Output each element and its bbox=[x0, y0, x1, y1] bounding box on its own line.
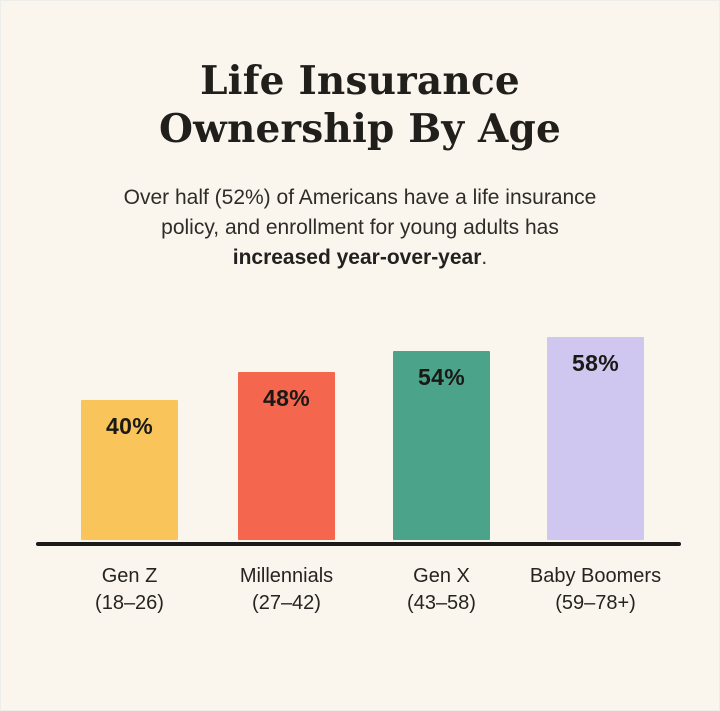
x-axis-line bbox=[36, 542, 681, 546]
subtitle-line3: increased year-over-year. bbox=[1, 243, 719, 273]
category-label-gen-x: Gen X (43–58) bbox=[357, 563, 527, 617]
category-label-millennials: Millennials (27–42) bbox=[202, 563, 372, 617]
subtitle-period: . bbox=[481, 246, 488, 269]
bar-baby-boomers: 58% bbox=[547, 337, 644, 540]
category-label-baby-boomers: Baby Boomers (59–78+) bbox=[511, 563, 681, 617]
bar-value-baby-boomers: 58% bbox=[572, 350, 619, 376]
subtitle-bold-phrase: increased year-over-year bbox=[232, 246, 482, 269]
subtitle-line2: policy, and enrollment for young adults … bbox=[161, 216, 559, 239]
page-title-line1: Life Insurance bbox=[200, 58, 520, 104]
subtitle-line1: Over half (52%) of Americans have a life… bbox=[123, 186, 597, 209]
bar-value-gen-z: 40% bbox=[106, 413, 153, 439]
category-name: Gen X bbox=[413, 565, 470, 587]
category-age-range: (59–78+) bbox=[555, 592, 636, 614]
category-age-range: (18–26) bbox=[95, 592, 164, 614]
bar-gen-x: 54% bbox=[393, 351, 490, 540]
category-name: Baby Boomers bbox=[529, 565, 662, 587]
bar-gen-z: 40% bbox=[81, 400, 178, 540]
bar-millennials: 48% bbox=[238, 372, 335, 540]
category-name: Gen Z bbox=[101, 565, 158, 587]
page-title: Life Insurance Ownership By Age bbox=[1, 57, 719, 153]
page-title-line2: Ownership By Age bbox=[159, 106, 561, 152]
bar-value-gen-x: 54% bbox=[418, 364, 465, 390]
category-label-gen-z: Gen Z (18–26) bbox=[45, 563, 215, 617]
bar-value-millennials: 48% bbox=[263, 385, 310, 411]
category-name: Millennials bbox=[239, 565, 334, 587]
subtitle: Over half (52%) of Americans have a life… bbox=[1, 183, 719, 273]
category-age-range: (27–42) bbox=[252, 592, 321, 614]
category-age-range: (43–58) bbox=[407, 592, 476, 614]
